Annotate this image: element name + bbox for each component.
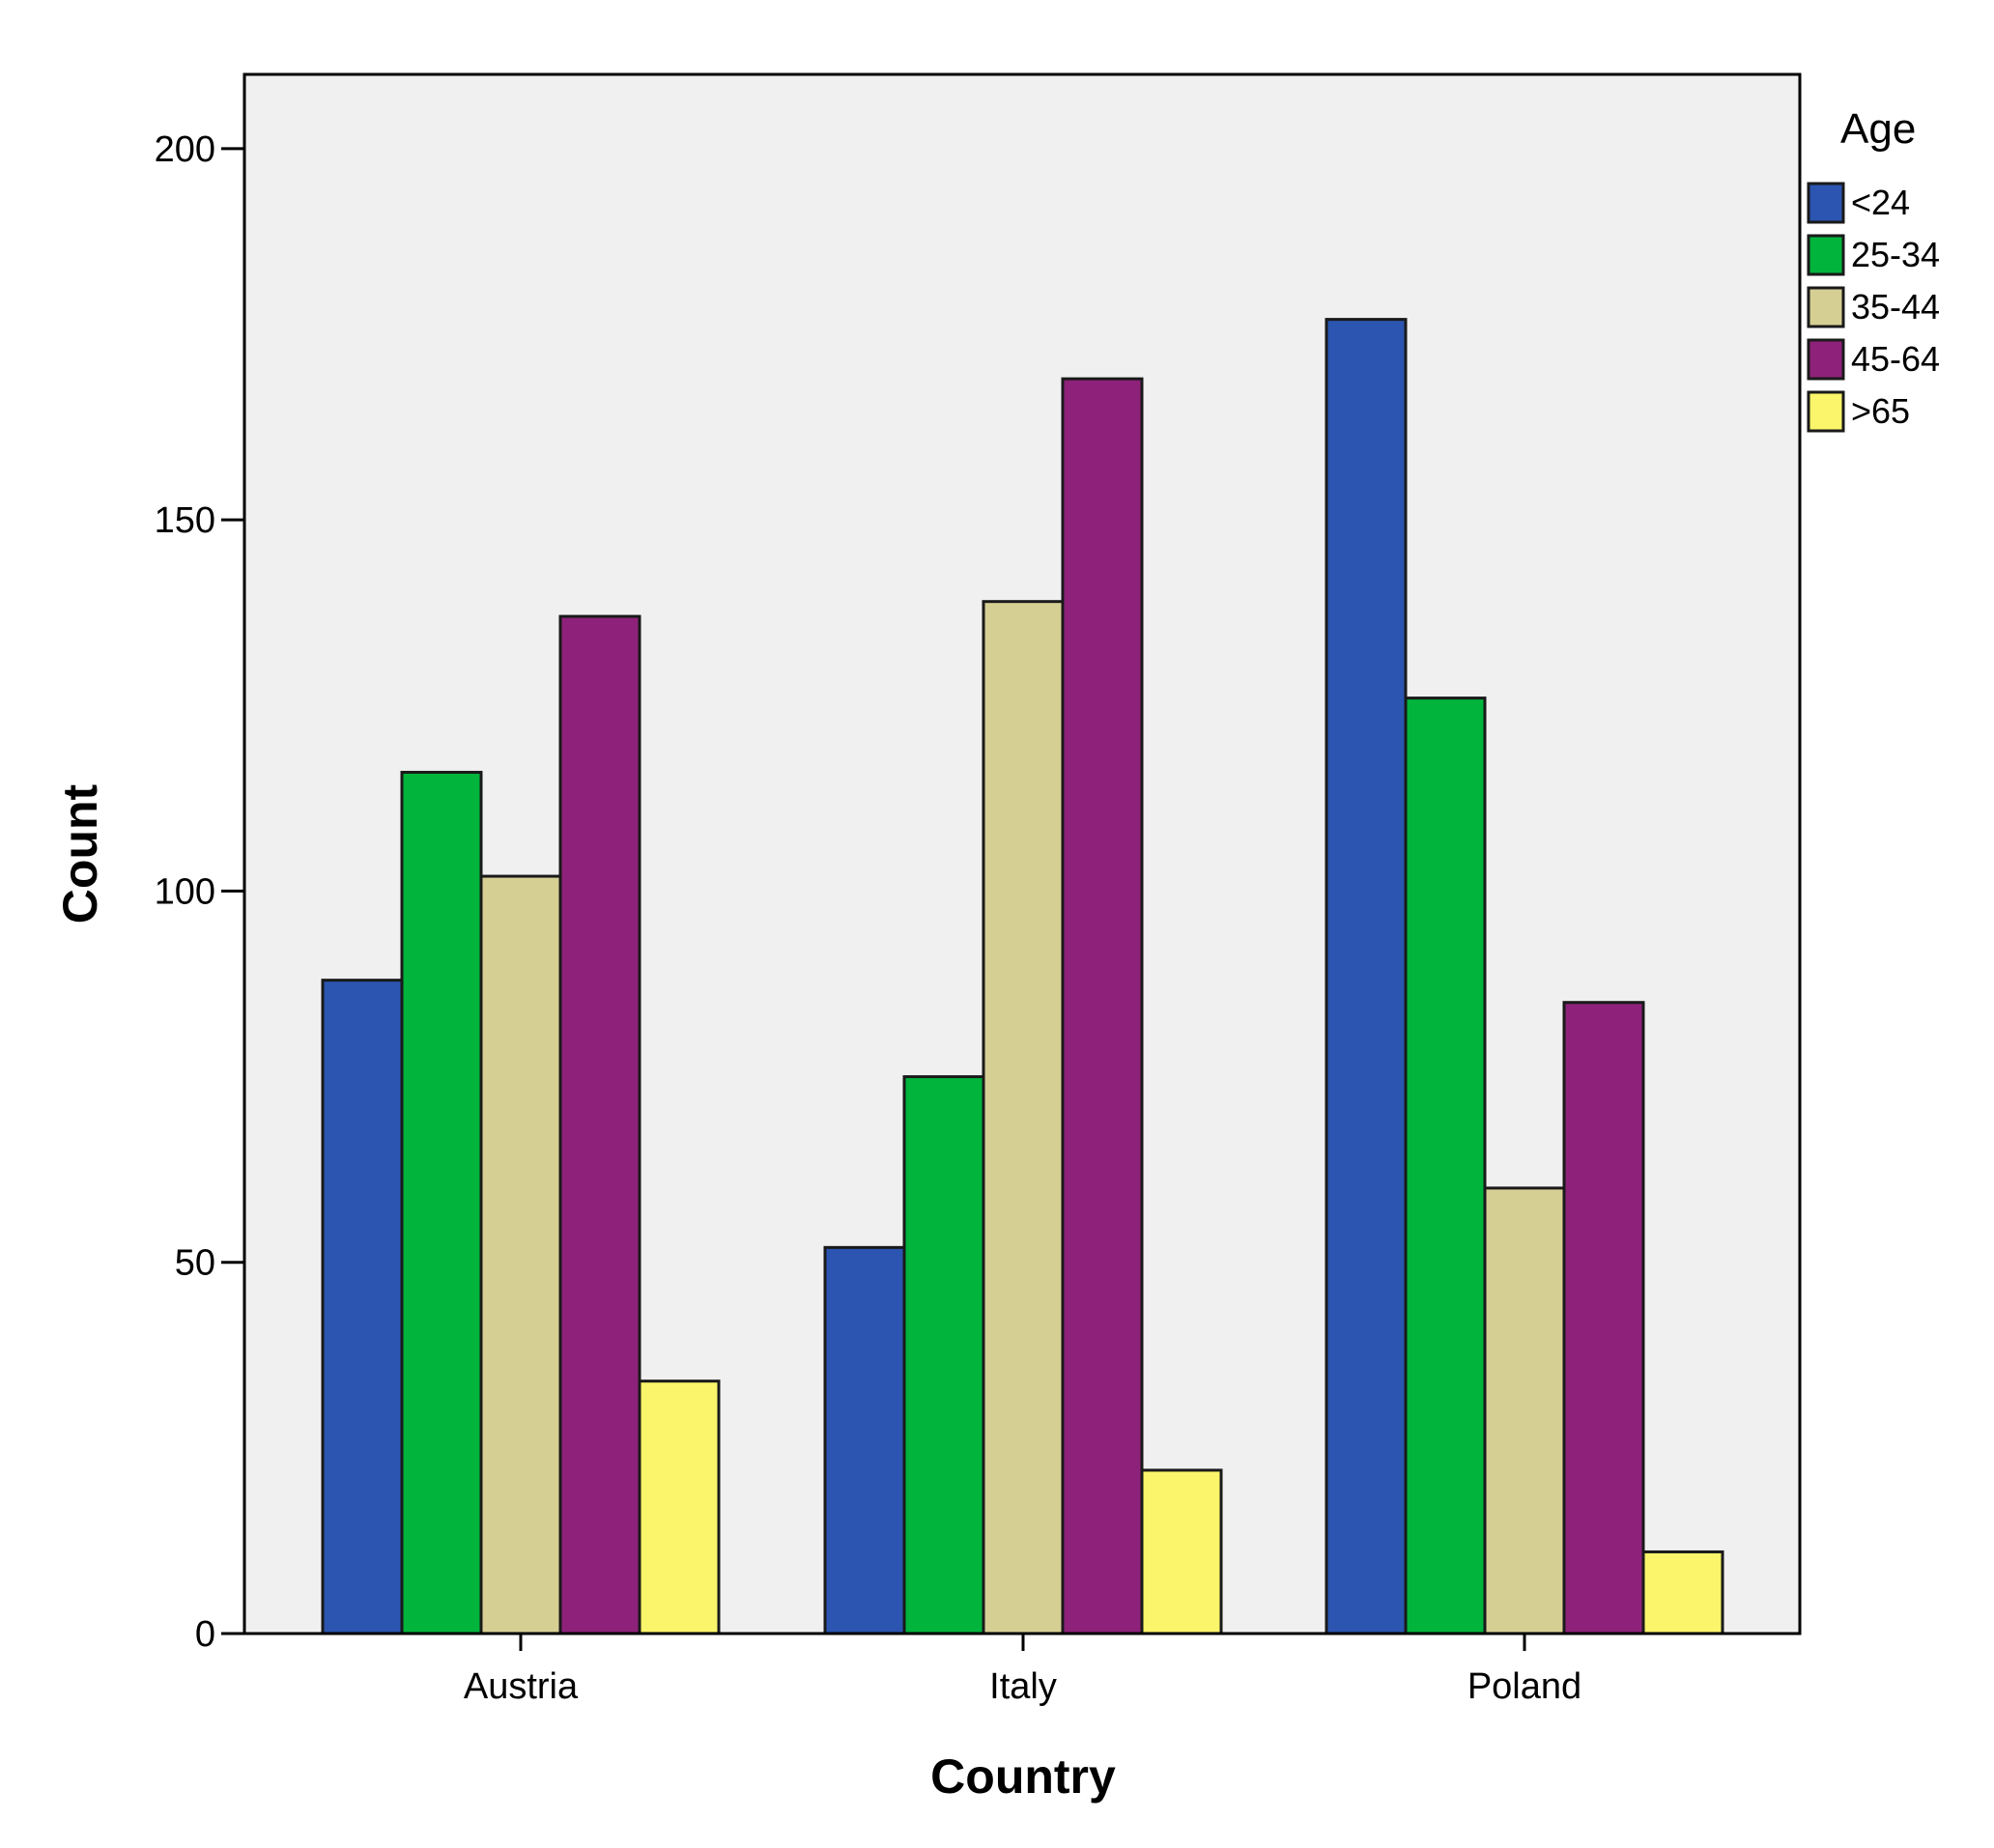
legend-label-0: <24 (1851, 183, 1910, 222)
bar-poland-1 (1404, 697, 1487, 1635)
legend-label-2: 35-44 (1851, 287, 1940, 327)
bar-italy-4 (1140, 1468, 1223, 1635)
axes-layer: 0 50 100 150 200 Austria Italy Poland (155, 74, 1800, 1707)
bar-austria-0 (321, 979, 404, 1635)
y-tick-label: 50 (175, 1243, 215, 1284)
legend-label-3: 45-64 (1851, 339, 1940, 379)
y-axis-title: Count (53, 783, 107, 924)
bar-italy-0 (823, 1245, 906, 1635)
bar-italy-3 (1061, 377, 1144, 1635)
bar-austria-2 (479, 874, 562, 1635)
bar-austria-4 (638, 1379, 721, 1635)
legend-swatch-1 (1807, 234, 1845, 276)
y-tick-label: 100 (155, 871, 215, 912)
legend-label-1: 25-34 (1851, 235, 1940, 274)
legend-swatch-2 (1807, 286, 1845, 328)
bar-poland-4 (1641, 1549, 1724, 1635)
bar-poland-3 (1562, 1001, 1645, 1635)
bar-poland-2 (1483, 1186, 1566, 1635)
bar-italy-1 (902, 1075, 985, 1635)
bar-poland-0 (1325, 318, 1408, 1635)
y-tick-label: 150 (155, 500, 215, 541)
legend-swatch-0 (1807, 182, 1845, 224)
y-tick-label: 0 (195, 1614, 215, 1655)
x-tick-label-italy: Italy (989, 1666, 1057, 1707)
x-tick-label-poland: Poland (1467, 1666, 1581, 1707)
bar-italy-2 (982, 600, 1065, 1635)
x-tick-label-austria: Austria (464, 1666, 579, 1707)
bar-austria-3 (558, 614, 641, 1635)
legend: Age <24 25-34 35-44 45-64 >65 (1807, 105, 1940, 433)
bar-austria-1 (400, 770, 483, 1635)
legend-swatch-4 (1807, 390, 1845, 433)
legend-title: Age (1840, 105, 1916, 153)
legend-swatch-3 (1807, 338, 1845, 381)
legend-label-4: >65 (1851, 391, 1910, 431)
bars-layer (321, 318, 1724, 1635)
y-tick-label: 200 (155, 129, 215, 170)
x-axis-title: Country (930, 1749, 1116, 1804)
